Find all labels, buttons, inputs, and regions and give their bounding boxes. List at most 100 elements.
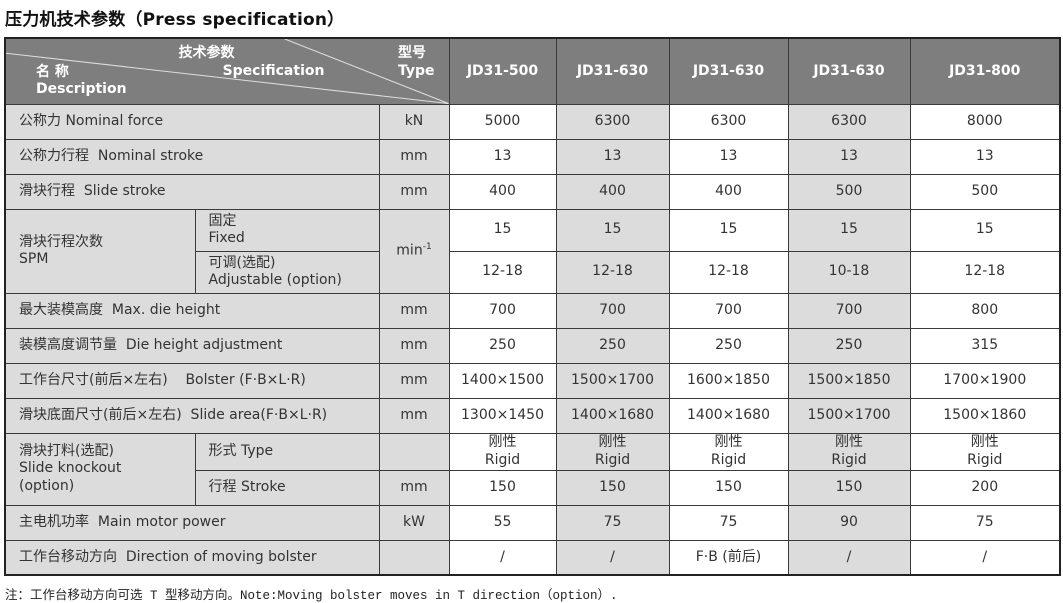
value-cell: 1300×1450 xyxy=(448,397,557,434)
unit-cell: min-1 xyxy=(378,208,450,294)
row-sublabel-type: 形式 Type xyxy=(194,432,380,471)
value-cell: 15 xyxy=(668,208,789,252)
value-cell: 75 xyxy=(668,504,789,541)
value-cell: 75 xyxy=(555,504,670,541)
row-slide-stroke: 滑块行程 Slide stroke mm 400 400 400 500 500 xyxy=(4,173,1061,210)
value-cell: 500 xyxy=(909,173,1061,210)
value-cell: 250 xyxy=(668,327,789,364)
row-die-height-adjustment: 装模高度调节量 Die height adjustment mm 250 250… xyxy=(4,327,1061,364)
unit-cell: kW xyxy=(378,504,450,541)
value-cell: / xyxy=(448,539,557,576)
spec-header-cn: 技术参数 xyxy=(178,45,235,61)
corner-header-cell: 技术参数 Specification 型号 Type 名 称 Description xyxy=(4,37,450,105)
unit-cell: mm xyxy=(378,292,450,329)
row-label: 公称力行程 Nominal stroke xyxy=(4,138,380,175)
row-main-motor-power: 主电机功率 Main motor power kW 55 75 75 90 75 xyxy=(4,504,1061,541)
value-cell: 刚性 Rigid xyxy=(787,432,911,471)
value-cell: 75 xyxy=(909,504,1061,541)
row-label: 工作台尺寸(前后×左右) Bolster (F·B×L·R) xyxy=(4,362,380,399)
description-header-en: Description xyxy=(36,81,127,97)
value-cell: 13 xyxy=(448,138,557,175)
description-header-cn: 名 称 xyxy=(36,63,69,80)
row-group-label-spm: 滑块行程次数 SPM xyxy=(4,208,196,294)
column-header-jd31-630-b: JD31-630 xyxy=(668,37,789,105)
unit-cell: mm xyxy=(378,469,450,506)
value-cell: 13 xyxy=(668,138,789,175)
description-header-label: 名 称 Description xyxy=(36,64,127,99)
value-cell: 700 xyxy=(668,292,789,329)
value-cell: 200 xyxy=(909,469,1061,506)
value-cell: 1500×1700 xyxy=(787,397,911,434)
value-cell: 150 xyxy=(555,469,670,506)
column-header-jd31-630-c: JD31-630 xyxy=(787,37,911,105)
value-cell: 15 xyxy=(555,208,670,252)
row-label: 装模高度调节量 Die height adjustment xyxy=(4,327,380,364)
row-sublabel-stroke: 行程 Stroke xyxy=(194,469,380,506)
value-cell: 400 xyxy=(668,173,789,210)
value-cell: 5000 xyxy=(448,103,557,140)
row-sublabel-fixed: 固定 Fixed xyxy=(194,208,380,252)
row-label: 滑块行程 Slide stroke xyxy=(4,173,380,210)
value-cell: 刚性 Rigid xyxy=(909,432,1061,471)
value-cell: / xyxy=(555,539,670,576)
value-cell: 90 xyxy=(787,504,911,541)
value-cell: 400 xyxy=(555,173,670,210)
value-cell: 6300 xyxy=(668,103,789,140)
row-sublabel-adjustable: 可调(选配) Adjustable (option) xyxy=(194,250,380,294)
unit-cell: mm xyxy=(378,173,450,210)
type-header-cn: 型号 xyxy=(397,45,426,61)
footnote: 注：工作台移动方向可选 T 型移动方向。Note:Moving bolster … xyxy=(5,589,618,603)
row-spm-adjustable: 可调(选配) Adjustable (option) 12-18 12-18 1… xyxy=(5,250,1061,294)
row-spm-fixed: 滑块行程次数 SPM 固定 Fixed min-1 15 15 15 15 15 xyxy=(4,208,1061,294)
value-cell: 1500×1860 xyxy=(909,397,1061,434)
row-bolster-size: 工作台尺寸(前后×左右) Bolster (F·B×L·R) mm 1400×1… xyxy=(4,362,1061,399)
value-cell: 12-18 xyxy=(448,250,557,294)
value-cell: 1500×1700 xyxy=(555,362,670,399)
value-cell: 1400×1680 xyxy=(555,397,670,434)
press-spec-table: 技术参数 Specification 型号 Type 名 称 Description … xyxy=(4,37,1061,576)
value-cell: 500 xyxy=(787,173,911,210)
unit-cell: mm xyxy=(378,327,450,364)
page-title: 压力机技术参数（Press specification） xyxy=(5,10,345,30)
row-label: 最大装模高度 Max. die height xyxy=(4,292,380,329)
unit-cell: mm xyxy=(378,138,450,175)
value-cell: F·B (前后) xyxy=(668,539,789,576)
value-cell: 800 xyxy=(909,292,1061,329)
spec-header-label: 技术参数 Specification xyxy=(179,45,325,80)
value-cell: 700 xyxy=(448,292,557,329)
value-cell: 刚性 Rigid xyxy=(668,432,789,471)
value-cell: 1700×1900 xyxy=(909,362,1061,399)
diagonal-divider-lines xyxy=(6,39,449,104)
column-header-jd31-500: JD31-500 xyxy=(448,37,557,105)
value-cell: 250 xyxy=(555,327,670,364)
row-nominal-force: 公称力 Nominal force kN 5000 6300 6300 6300… xyxy=(4,103,1061,140)
value-cell: 12-18 xyxy=(555,250,670,294)
value-cell: 1600×1850 xyxy=(668,362,789,399)
value-cell: 400 xyxy=(448,173,557,210)
value-cell: 1400×1500 xyxy=(448,362,557,399)
row-label: 主电机功率 Main motor power xyxy=(4,504,380,541)
row-max-die-height: 最大装模高度 Max. die height mm 700 700 700 70… xyxy=(4,292,1061,329)
column-header-jd31-630-a: JD31-630 xyxy=(555,37,670,105)
unit-cell: mm xyxy=(378,397,450,434)
value-cell: 6300 xyxy=(787,103,911,140)
value-cell: 15 xyxy=(787,208,911,252)
value-cell: / xyxy=(909,539,1061,576)
row-nominal-stroke: 公称力行程 Nominal stroke mm 13 13 13 13 13 xyxy=(4,138,1061,175)
row-slide-area: 滑块底面尺寸(前后×左右) Slide area(F·B×L·R) mm 130… xyxy=(4,397,1061,434)
value-cell: 15 xyxy=(909,208,1061,252)
unit-cell xyxy=(378,539,450,576)
type-header-label: 型号 Type xyxy=(398,45,435,80)
header-row: 技术参数 Specification 型号 Type 名 称 Description … xyxy=(4,37,1061,105)
value-cell: 150 xyxy=(448,469,557,506)
value-cell: 150 xyxy=(787,469,911,506)
column-header-jd31-800: JD31-800 xyxy=(909,37,1061,105)
value-cell: 13 xyxy=(909,138,1061,175)
value-cell: 55 xyxy=(448,504,557,541)
value-cell: 250 xyxy=(787,327,911,364)
value-cell: 13 xyxy=(555,138,670,175)
value-cell: 700 xyxy=(787,292,911,329)
value-cell: 12-18 xyxy=(668,250,789,294)
value-cell: 8000 xyxy=(909,103,1061,140)
value-cell: 150 xyxy=(668,469,789,506)
